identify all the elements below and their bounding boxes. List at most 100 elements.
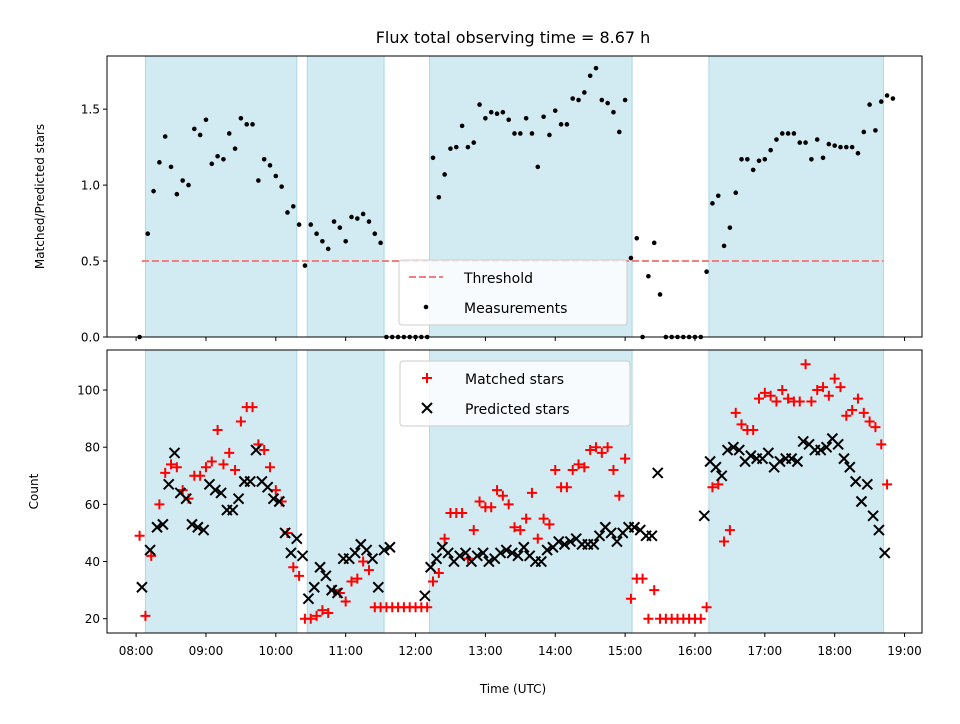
x-axis-label: Time (UTC) <box>479 682 546 696</box>
data-point <box>174 191 180 197</box>
data-point <box>832 438 844 451</box>
data-point <box>235 416 246 427</box>
data-point <box>197 524 210 536</box>
data-point <box>553 535 565 548</box>
data-point <box>620 453 631 464</box>
panel-1-shaded-interval <box>306 55 385 338</box>
data-point <box>876 439 887 450</box>
data-point <box>532 533 543 544</box>
x-tick-label: 19:00 <box>887 644 922 658</box>
data-point <box>544 519 555 530</box>
data-point <box>864 416 875 427</box>
data-point <box>244 122 250 127</box>
data-point <box>430 552 443 565</box>
data-point <box>227 504 239 516</box>
data-point <box>154 499 165 510</box>
data-point <box>457 507 468 518</box>
data-point <box>570 96 576 101</box>
data-point <box>873 128 878 133</box>
data-point <box>844 144 849 150</box>
data-point <box>497 490 508 501</box>
data-point <box>867 102 872 107</box>
data-point <box>593 65 599 71</box>
data-point <box>267 492 280 505</box>
data-point <box>847 405 858 416</box>
data-point <box>428 576 438 587</box>
data-point <box>727 441 740 453</box>
data-point <box>844 461 856 473</box>
data-point <box>715 193 721 199</box>
legend-swatch <box>423 304 429 310</box>
data-point <box>162 134 168 139</box>
data-point <box>250 444 262 456</box>
data-point <box>838 452 850 465</box>
data-point <box>835 382 846 393</box>
legend-label: Threshold <box>463 271 533 287</box>
data-point <box>186 182 191 188</box>
data-point <box>160 467 171 478</box>
x-tick-label: 10:00 <box>259 644 294 658</box>
data-point <box>587 538 600 551</box>
data-point <box>346 576 357 587</box>
data-point <box>730 407 741 418</box>
data-point <box>643 613 654 624</box>
data-point <box>814 444 827 456</box>
panel-1: 0.0 0.5 1.0 1.5 Matched/Predicted stars Thres… <box>33 55 923 345</box>
data-point <box>512 131 517 136</box>
y-tick-label: 80 <box>85 441 100 455</box>
data-point <box>250 122 255 127</box>
data-point <box>270 485 281 496</box>
y-tick-label: 1.5 <box>81 103 100 117</box>
data-point <box>232 492 245 505</box>
data-point <box>140 610 151 621</box>
data-point <box>483 115 488 121</box>
data-point <box>331 587 344 599</box>
data-point <box>855 150 861 156</box>
data-point <box>492 485 503 496</box>
data-point <box>494 111 500 117</box>
data-point <box>433 567 444 578</box>
data-point <box>765 390 776 401</box>
data-point <box>200 462 211 473</box>
data-point <box>477 102 482 107</box>
data-point <box>494 547 507 559</box>
data-point <box>468 525 479 536</box>
data-point <box>724 525 735 536</box>
data-point <box>506 117 511 123</box>
data-point <box>325 246 331 252</box>
data-point <box>226 131 232 136</box>
data-point <box>261 156 267 162</box>
data-point <box>166 459 177 470</box>
data-point <box>768 147 773 153</box>
data-point <box>558 122 564 127</box>
data-point <box>337 225 343 230</box>
x-tick-label: 13:00 <box>468 644 503 658</box>
data-point <box>308 581 320 593</box>
panel-1-legend: Threshold Measurements <box>398 259 628 326</box>
data-point <box>232 146 238 151</box>
data-point <box>518 541 530 553</box>
data-point <box>794 396 805 407</box>
chart-title: Flux total observing time = 8.67 h <box>376 28 651 47</box>
data-point <box>474 496 485 507</box>
data-point <box>567 465 578 476</box>
data-point <box>442 547 454 559</box>
data-point <box>745 450 757 462</box>
data-point <box>215 153 220 159</box>
data-point <box>721 243 727 249</box>
data-point <box>509 522 520 533</box>
data-point <box>756 158 762 164</box>
data-point <box>419 590 431 602</box>
data-point <box>314 561 326 573</box>
data-point <box>195 470 206 481</box>
data-point <box>221 156 226 162</box>
panel-2-shaded-interval <box>708 349 885 634</box>
data-point <box>302 592 315 605</box>
data-point <box>515 525 526 536</box>
y-tick-label: 20 <box>85 612 100 626</box>
data-point <box>605 100 610 106</box>
legend-swatch <box>421 402 433 414</box>
data-point <box>541 114 546 120</box>
x-tick-label: 12:00 <box>398 644 433 658</box>
data-point <box>296 222 302 227</box>
